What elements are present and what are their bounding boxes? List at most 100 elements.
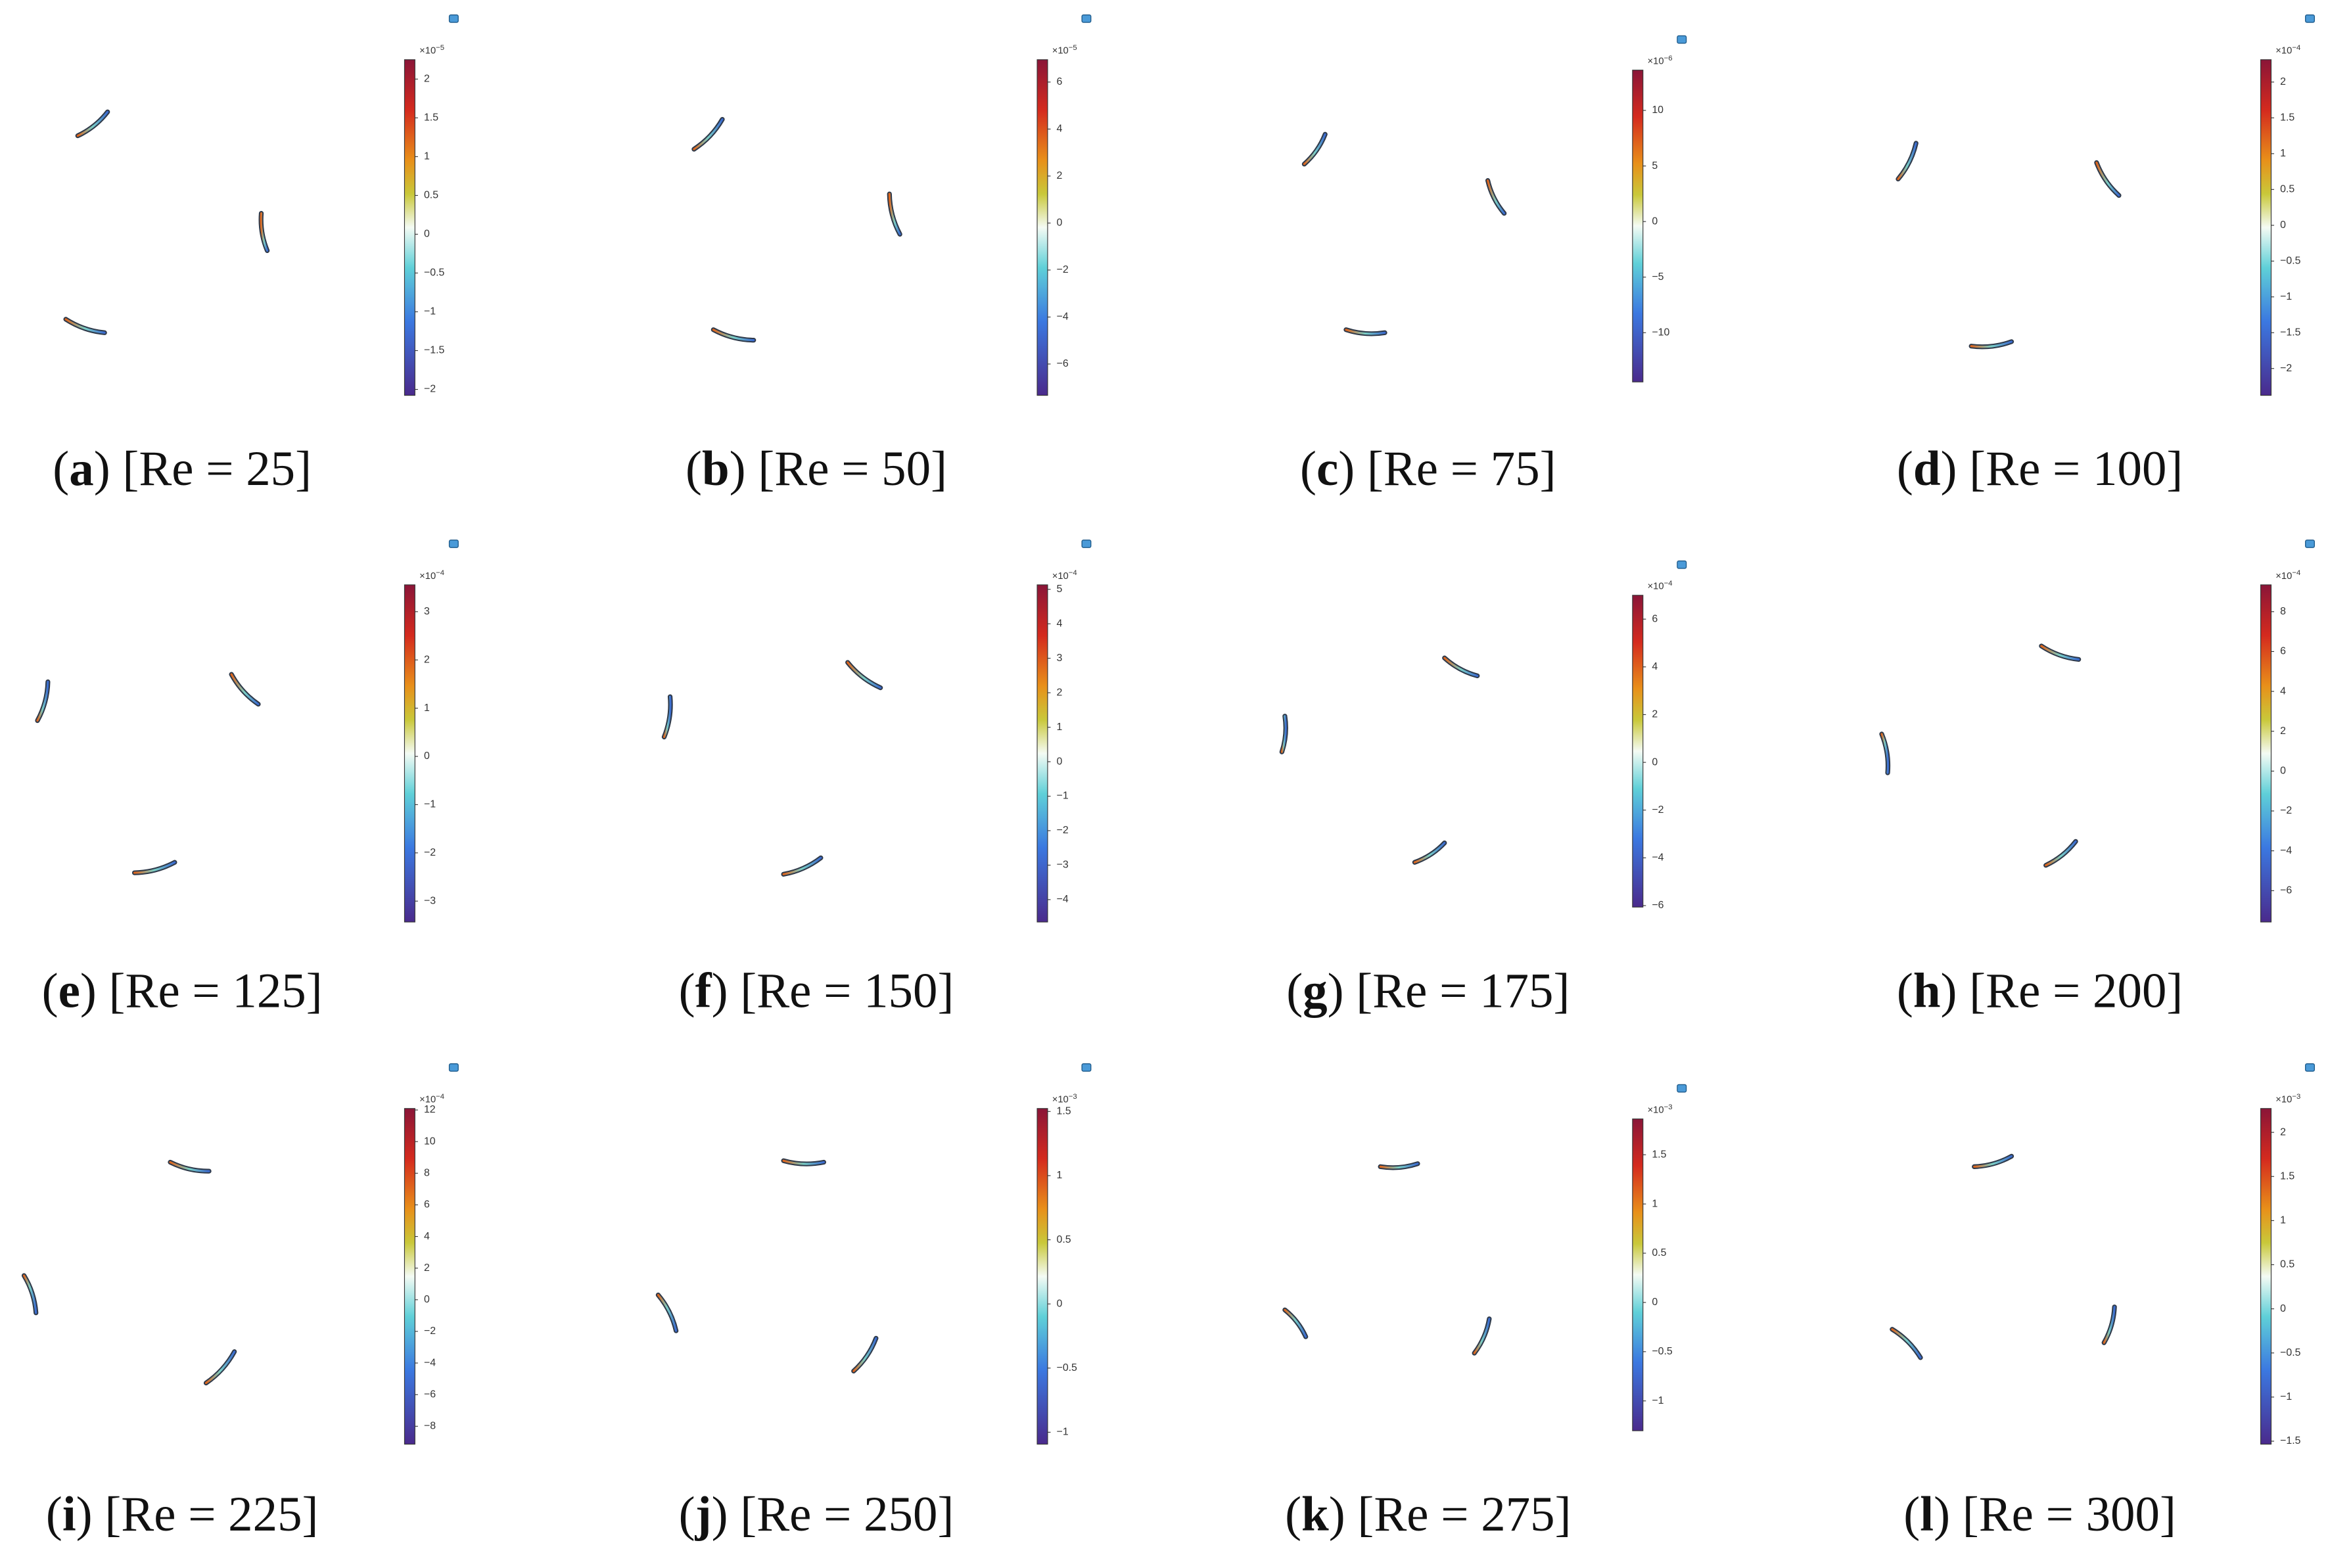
panel-caption-text: [Re = 125] [109, 963, 323, 1018]
colorbar-tick-label: 1 [1652, 1198, 1658, 1209]
panel-caption: (k) [Re = 275] [1285, 1487, 1571, 1542]
colorbar-tick-label: 1 [2280, 1215, 2286, 1226]
colorbar-tick-label: 1.5 [424, 112, 438, 124]
colorbar-tick-label: 12 [424, 1104, 436, 1115]
panel-caption: (d) [Re = 100] [1897, 442, 2183, 496]
blade-outline [63, 317, 107, 335]
blade-surface [888, 193, 901, 236]
blade-surface [852, 1337, 877, 1372]
colorbar-tick-label: −4 [1652, 852, 1664, 864]
panel-letter: a [69, 442, 93, 496]
colorbar-exponent: −3 [1664, 1103, 1673, 1111]
colorbar-tick-label: −1.5 [424, 345, 445, 356]
blade-surface [1443, 657, 1479, 677]
colorbar-tick-label: −6 [1057, 358, 1069, 369]
blade-outline [655, 1292, 679, 1333]
colorbar-tick-label: 2 [424, 74, 430, 85]
colorbar-tick-label: 2 [1057, 687, 1063, 698]
colorbar-tick-label: 0 [1652, 756, 1658, 768]
colorbar [404, 1108, 415, 1445]
panel-caption-text: [Re = 50] [758, 442, 947, 496]
icon [2305, 14, 2316, 23]
blade-surface [1970, 340, 2013, 348]
colorbar [1632, 70, 1644, 382]
panel-caption-text: [Re = 75] [1367, 442, 1556, 496]
colorbar-tick-label: 3 [424, 606, 430, 617]
panel-letter: f [695, 963, 712, 1018]
panel-caption: (h) [Re = 200] [1897, 963, 2183, 1018]
panel: ×10−4 2 1.5 1 0.5 0 −0.5 −1 −1.5 −2 (d) [Re = 100] [1896, 14, 2316, 496]
colorbar-exponent: −6 [1664, 55, 1673, 62]
colorbar-tick-label: 1 [1057, 722, 1063, 733]
blade-outline [691, 116, 725, 152]
colorbar-scale: ×10−5 [419, 44, 444, 57]
colorbar-scale: ×10−4 [2275, 569, 2300, 582]
colorbar-tick-label: −10 [1652, 327, 1669, 338]
colorbar-tick-label: 0 [1652, 216, 1658, 227]
panel-letter: b [702, 442, 730, 496]
colorbar-tick-label: −0.5 [2280, 255, 2301, 266]
colorbar-tick-label: 0 [424, 750, 430, 762]
blade-surface [2040, 645, 2080, 661]
panel-letter: i [62, 1487, 76, 1542]
panel-caption: (c) [Re = 75] [1300, 442, 1556, 496]
colorbar-exponent: −4 [2292, 569, 2300, 577]
icon [1677, 1084, 1687, 1093]
blade-surface [76, 110, 109, 137]
colorbar-tick-label: 0.5 [2280, 1259, 2294, 1270]
colorbar-exponent: −4 [1069, 569, 1077, 577]
colorbar-scale: ×10−5 [1052, 44, 1077, 57]
blade-outline [851, 1335, 879, 1373]
blade-outline [2094, 160, 2122, 198]
colorbar [1036, 59, 1048, 396]
colorbar-scale: ×10−4 [419, 1093, 444, 1105]
blade-surface [2045, 840, 2077, 867]
panel-caption-text: [Re = 100] [1969, 442, 2183, 496]
colorbar-tick-label: 2 [424, 654, 430, 665]
colorbar-tick-label: −1.5 [2280, 327, 2301, 338]
panel: ×10−3 1.5 1 0.5 0 −0.5 −1 (k) [Re = 275] [1282, 1084, 1687, 1542]
panel: ×10−4 5 4 3 2 1 0 −1 −2 −3 −4 (f) [Re = 150] [661, 540, 1092, 1018]
colorbar-exponent: −4 [2292, 44, 2300, 52]
icon [1081, 540, 1092, 548]
colorbar-tick-label: −2 [1057, 264, 1069, 275]
colorbar [1036, 1108, 1048, 1445]
colorbar-tick-label: 4 [1057, 124, 1063, 135]
blade-surface [1973, 1155, 2013, 1168]
colorbar-tick-label: −0.5 [424, 267, 445, 279]
blade-outline [1412, 841, 1447, 865]
colorbar-tick-label: −2 [2280, 805, 2292, 816]
panel-caption-text: [Re = 175] [1356, 963, 1570, 1018]
colorbar-tick-label: −1 [1057, 1427, 1069, 1438]
colorbar-tick-label: −4 [424, 1357, 436, 1368]
colorbar-tick-label: 3 [1057, 653, 1063, 664]
blade-outline [131, 860, 177, 875]
colorbar-tick-label: 0 [424, 1294, 430, 1305]
colorbar-tick-label: −0.5 [1057, 1362, 1078, 1373]
blade-outline [1896, 141, 1919, 182]
colorbar-tick-label: 10 [424, 1136, 436, 1147]
panel-letter: d [1913, 442, 1941, 496]
icon [2305, 540, 2316, 548]
panel-letter: e [58, 963, 80, 1018]
colorbar-tick-label: 0 [2280, 219, 2286, 231]
blade-surface [1413, 842, 1446, 864]
blade-surface [260, 212, 269, 252]
icon [1677, 35, 1687, 44]
colorbar-tick-label: 6 [424, 1199, 430, 1211]
panel: ×10−4 6 4 2 0 −2 −4 −6 (g) [Re = 175] [1279, 560, 1687, 1018]
colorbar-scale: ×10−4 [1648, 580, 1673, 592]
colorbar-tick-label: −2 [424, 384, 436, 395]
blade-surface [782, 856, 822, 875]
panel-caption-text: [Re = 275] [1357, 1487, 1571, 1542]
icon [448, 540, 459, 548]
panel-caption-text: [Re = 25] [122, 442, 312, 496]
colorbar-scale: ×10−6 [1648, 55, 1673, 67]
colorbar-tick-label: 6 [2280, 646, 2286, 657]
colorbar-tick-label: 4 [1652, 661, 1658, 672]
blade-surface [1487, 179, 1506, 215]
blade-surface [1345, 329, 1386, 335]
colorbar-tick-label: −4 [2280, 845, 2292, 856]
blade-outline [2101, 1304, 2117, 1345]
icon [1081, 14, 1092, 23]
